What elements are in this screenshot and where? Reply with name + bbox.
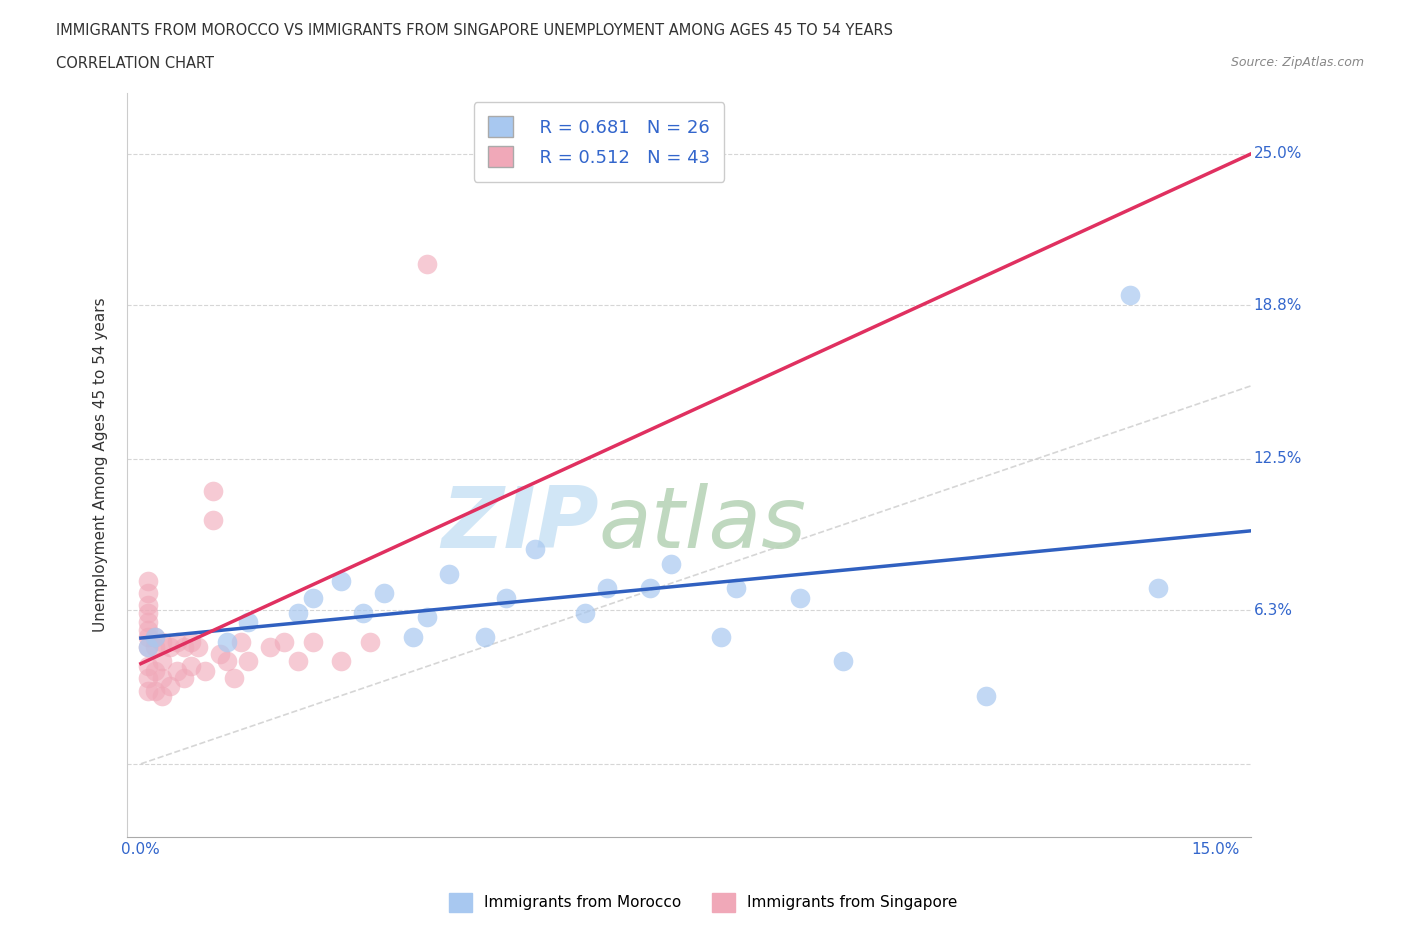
- Point: [231, 634, 253, 649]
- Point: [187, 639, 209, 654]
- Point: [208, 646, 231, 661]
- Point: [287, 654, 309, 669]
- Point: [143, 664, 166, 679]
- Text: atlas: atlas: [599, 483, 807, 566]
- Point: [194, 664, 217, 679]
- Point: [180, 634, 202, 649]
- Point: [166, 634, 188, 649]
- Text: 12.5%: 12.5%: [1254, 451, 1302, 467]
- Point: [150, 634, 173, 649]
- Point: [259, 639, 281, 654]
- Point: [201, 484, 224, 498]
- Point: [143, 639, 166, 654]
- Point: [574, 605, 596, 620]
- Point: [832, 654, 855, 669]
- Point: [215, 634, 238, 649]
- Point: [143, 684, 166, 698]
- Point: [136, 574, 159, 589]
- Point: [416, 257, 439, 272]
- Point: [523, 541, 546, 556]
- Point: [974, 688, 997, 703]
- Point: [215, 654, 238, 669]
- Legend:   R = 0.681   N = 26,   R = 0.512   N = 43: R = 0.681 N = 26, R = 0.512 N = 43: [474, 102, 724, 181]
- Point: [150, 688, 173, 703]
- Point: [136, 658, 159, 673]
- Point: [136, 598, 159, 613]
- Point: [789, 591, 811, 605]
- Point: [150, 671, 173, 686]
- Point: [373, 586, 395, 601]
- Point: [136, 639, 159, 654]
- Text: ZIP: ZIP: [441, 483, 599, 566]
- Point: [222, 671, 245, 686]
- Point: [143, 630, 166, 644]
- Point: [201, 512, 224, 527]
- Point: [724, 580, 747, 595]
- Point: [330, 654, 353, 669]
- Point: [1147, 580, 1170, 595]
- Text: CORRELATION CHART: CORRELATION CHART: [56, 56, 214, 71]
- Point: [143, 630, 166, 644]
- Point: [159, 639, 181, 654]
- Point: [150, 654, 173, 669]
- Point: [238, 654, 260, 669]
- Point: [659, 556, 682, 571]
- Point: [273, 634, 295, 649]
- Point: [359, 634, 381, 649]
- Point: [416, 610, 439, 625]
- Point: [330, 574, 353, 589]
- Point: [301, 591, 323, 605]
- Point: [710, 630, 733, 644]
- Text: IMMIGRANTS FROM MOROCCO VS IMMIGRANTS FROM SINGAPORE UNEMPLOYMENT AMONG AGES 45 : IMMIGRANTS FROM MOROCCO VS IMMIGRANTS FR…: [56, 23, 893, 38]
- Point: [301, 634, 323, 649]
- Point: [136, 622, 159, 637]
- Point: [352, 605, 374, 620]
- Point: [136, 684, 159, 698]
- Point: [173, 639, 195, 654]
- Legend: Immigrants from Morocco, Immigrants from Singapore: Immigrants from Morocco, Immigrants from…: [443, 887, 963, 918]
- Point: [1118, 288, 1140, 303]
- Point: [238, 615, 260, 630]
- Point: [173, 671, 195, 686]
- Text: 18.8%: 18.8%: [1254, 298, 1302, 312]
- Text: 6.3%: 6.3%: [1254, 603, 1292, 618]
- Point: [166, 664, 188, 679]
- Point: [437, 566, 460, 581]
- Point: [638, 580, 661, 595]
- Point: [136, 630, 159, 644]
- Point: [159, 678, 181, 693]
- Point: [136, 639, 159, 654]
- Text: Source: ZipAtlas.com: Source: ZipAtlas.com: [1230, 56, 1364, 69]
- Point: [595, 580, 617, 595]
- Point: [495, 591, 517, 605]
- Y-axis label: Unemployment Among Ages 45 to 54 years: Unemployment Among Ages 45 to 54 years: [93, 298, 108, 632]
- Point: [136, 586, 159, 601]
- Point: [136, 615, 159, 630]
- Point: [180, 658, 202, 673]
- Point: [287, 605, 309, 620]
- Text: 25.0%: 25.0%: [1254, 147, 1302, 162]
- Point: [136, 605, 159, 620]
- Point: [402, 630, 425, 644]
- Point: [136, 671, 159, 686]
- Point: [474, 630, 496, 644]
